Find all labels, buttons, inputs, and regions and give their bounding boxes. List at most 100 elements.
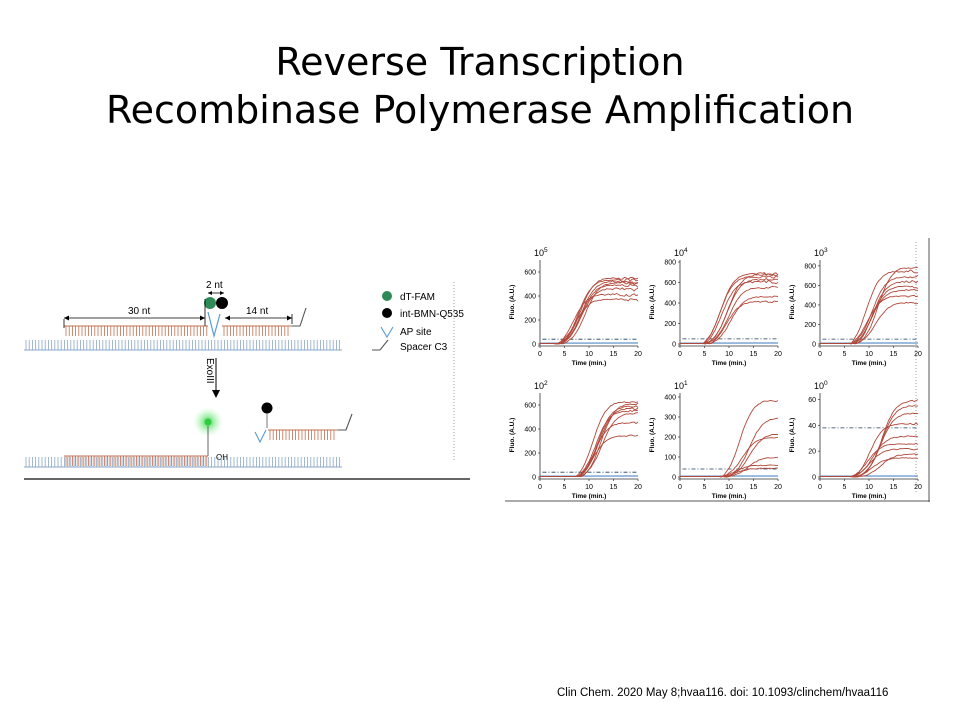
x-tick-label: 5 <box>703 484 707 491</box>
amplification-panel: 100 0 20 40 60 0 5 10 15 20 Time (min.) Fluo. (A.U.… <box>789 380 922 500</box>
target-strand-bottom <box>24 457 342 468</box>
x-tick-label: 0 <box>818 484 822 491</box>
amplification-panel: 104 0 200 400 600 800 0 5 10 15 20 Time (min.) Fluo.… <box>649 247 782 367</box>
diagram-legend: dT-FAM int-BMN-Q535 AP site Spacer C3 <box>372 291 464 353</box>
y-tick-label: 20 <box>808 449 816 456</box>
green-dot-icon <box>382 291 392 301</box>
y-axis-label: Fluo. (A.U.) <box>649 418 656 453</box>
x-tick-label: 20 <box>634 351 642 358</box>
x-tick-label: 20 <box>774 484 782 491</box>
slide-title: Reverse Transcription Recombinase Polyme… <box>0 38 960 134</box>
black-dot-icon <box>382 308 392 318</box>
spacer-c3-icon <box>292 307 307 327</box>
y-tick-label: 400 <box>524 294 536 301</box>
y-axis-label: Fluo. (A.U.) <box>509 418 516 453</box>
y-tick-label: 800 <box>804 263 816 270</box>
x-tick-label: 0 <box>538 484 542 491</box>
x-tick-label: 15 <box>610 484 618 491</box>
x-axis-label: Time (min.) <box>712 360 747 367</box>
y-tick-label: 60 <box>808 397 816 404</box>
x-tick-label: 5 <box>843 351 847 358</box>
x-tick-label: 10 <box>865 351 873 358</box>
y-tick-label: 40 <box>808 423 816 430</box>
y-tick-label: 400 <box>664 395 676 402</box>
x-tick-label: 5 <box>703 351 707 358</box>
label-2nt: 2 nt <box>206 280 223 291</box>
y-tick-label: 600 <box>524 403 536 410</box>
y-tick-label: 0 <box>532 475 536 482</box>
x-tick-label: 0 <box>678 484 682 491</box>
x-tick-label: 10 <box>585 484 593 491</box>
probe-strand-bottom <box>64 455 208 466</box>
y-tick-label: 800 <box>664 260 676 267</box>
ap-site-icon <box>380 326 394 339</box>
x-tick-label: 15 <box>890 351 898 358</box>
probe-strand-top <box>64 325 292 336</box>
x-tick-label: 15 <box>750 484 758 491</box>
y-tick-label: 200 <box>524 451 536 458</box>
amplification-panel: 102 0 200 400 600 0 5 10 15 20 Time (min.) Fluo. (A… <box>509 380 642 500</box>
x-tick-label: 15 <box>750 351 758 358</box>
released-probe-fragment <box>268 429 338 440</box>
x-axis-label: Time (min.) <box>572 360 607 367</box>
amplification-panel: 105 0 200 400 600 0 5 10 15 20 Time (min.) Fluo. (A… <box>509 247 642 367</box>
x-tick-label: 0 <box>678 351 682 358</box>
x-tick-label: 10 <box>725 351 733 358</box>
x-tick-label: 20 <box>914 484 922 491</box>
oh-label: OH <box>216 453 228 462</box>
amplification-curve <box>680 467 778 478</box>
quencher-icon <box>216 297 228 309</box>
y-axis-label: Fluo. (A.U.) <box>789 418 796 453</box>
x-tick-label: 20 <box>634 484 642 491</box>
x-tick-label: 0 <box>538 351 542 358</box>
y-tick-label: 200 <box>804 322 816 329</box>
x-tick-label: 10 <box>865 484 873 491</box>
y-axis-label: Fluo. (A.U.) <box>789 285 796 320</box>
y-tick-label: 600 <box>804 283 816 290</box>
panel-dose-label: 105 <box>534 247 548 258</box>
y-tick-label: 0 <box>532 342 536 349</box>
y-tick-label: 400 <box>804 302 816 309</box>
x-tick-label: 5 <box>563 484 567 491</box>
y-tick-label: 200 <box>664 435 676 442</box>
fam-fluorophore-icon <box>204 297 216 309</box>
y-axis-label: Fluo. (A.U.) <box>509 285 516 320</box>
exoiii-label: ExoIII <box>204 358 215 384</box>
spacer-icon <box>372 339 389 351</box>
amplification-curve <box>540 434 639 478</box>
exo-probe-diagram: 2 nt 30 nt 14 nt ExoIII OH dT-FAM int-BM… <box>22 262 472 482</box>
y-tick-label: 0 <box>672 342 676 349</box>
y-tick-label: 600 <box>664 280 676 287</box>
y-tick-label: 0 <box>812 342 816 349</box>
y-tick-label: 400 <box>524 427 536 434</box>
legend-label-ap: AP site <box>400 327 432 338</box>
legend-label-fam: dT-FAM <box>400 292 435 303</box>
released-spacer-icon <box>338 413 353 431</box>
amplification-panel: 103 0 200 400 600 800 0 5 10 15 20 Time (min.) Fluo.… <box>789 247 922 367</box>
x-tick-label: 10 <box>725 484 733 491</box>
x-tick-label: 5 <box>843 484 847 491</box>
x-tick-label: 15 <box>610 351 618 358</box>
x-tick-label: 5 <box>563 351 567 358</box>
x-axis-label: Time (min.) <box>572 493 607 500</box>
target-strand-top <box>24 340 342 351</box>
amplification-curve <box>820 301 919 345</box>
panel-dose-label: 104 <box>674 247 688 258</box>
label-30nt: 30 nt <box>128 306 150 317</box>
x-axis-label: Time (min.) <box>852 360 887 367</box>
panel-dose-label: 100 <box>814 380 828 391</box>
released-fam-icon <box>204 418 212 426</box>
x-tick-label: 20 <box>914 351 922 358</box>
legend-label-quencher: int-BMN-Q535 <box>400 309 464 320</box>
x-axis-label: Time (min.) <box>852 493 887 500</box>
y-tick-label: 0 <box>812 475 816 482</box>
legend-label-spacer: Spacer C3 <box>400 342 448 353</box>
y-tick-label: 400 <box>664 301 676 308</box>
amplification-curve <box>540 298 639 345</box>
amplification-curve <box>820 457 919 478</box>
title-line-2: Recombinase Polymerase Amplification <box>105 88 855 132</box>
y-axis-label: Fluo. (A.U.) <box>649 285 656 320</box>
y-tick-label: 200 <box>524 318 536 325</box>
x-tick-label: 0 <box>818 351 822 358</box>
x-tick-label: 20 <box>774 351 782 358</box>
